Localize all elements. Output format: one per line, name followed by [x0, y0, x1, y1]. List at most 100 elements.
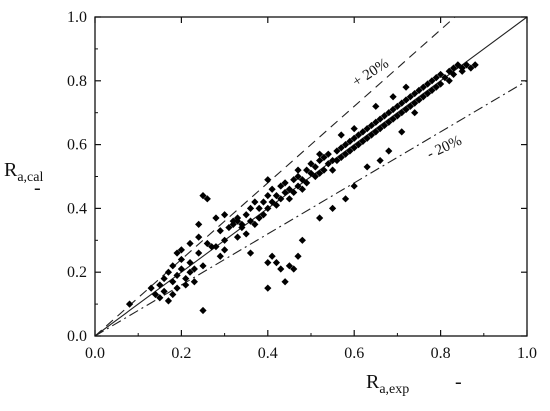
data-point: [419, 93, 427, 101]
data-point: [246, 217, 255, 225]
data-point: [385, 109, 393, 117]
data-point: [380, 112, 389, 120]
data-point: [268, 185, 276, 193]
data-point: [389, 105, 397, 114]
data-point: [445, 77, 453, 85]
data-point: [195, 249, 203, 257]
data-point: [199, 306, 207, 315]
data-point: [437, 80, 445, 88]
data-point: [454, 61, 462, 69]
data-point: [363, 134, 371, 142]
data-point: [359, 137, 367, 146]
data-point: [341, 141, 350, 149]
data-point: [406, 93, 414, 101]
data-point: [264, 259, 272, 267]
data-point: [350, 125, 358, 133]
data-point: [411, 109, 419, 117]
data-point: [471, 61, 479, 69]
data-point: [164, 297, 173, 305]
data-point: [199, 192, 207, 200]
data-point: [307, 169, 315, 177]
data-point: [169, 278, 177, 286]
data-point: [385, 147, 393, 155]
data-point: [259, 198, 268, 206]
data-point: [376, 156, 384, 165]
data-point: [195, 220, 203, 228]
data-point: [156, 294, 164, 302]
data-point: [354, 141, 363, 149]
data-point: [350, 134, 358, 142]
data-point: [294, 172, 302, 181]
data-point: [186, 268, 194, 276]
y-tick-label: 0.4: [67, 200, 87, 217]
data-point: [268, 198, 276, 206]
data-point: [329, 204, 337, 212]
data-point: [177, 255, 185, 264]
data-point: [380, 121, 389, 130]
y-tick-label: 0.6: [67, 137, 87, 154]
data-point: [393, 102, 401, 110]
data-point: [350, 182, 358, 190]
data-point: [389, 93, 397, 101]
data-point: [316, 169, 324, 177]
x-axis-label: Ra,exp: [366, 371, 409, 397]
data-point: [225, 223, 233, 232]
data-point: [341, 195, 350, 203]
x-tick-label: 0.2: [171, 345, 191, 362]
data-point: [221, 211, 229, 219]
data-point: [281, 278, 289, 286]
data-point: [363, 163, 371, 171]
y-axis-label: Ra,cal: [4, 159, 43, 185]
data-point: [449, 70, 458, 79]
data-point: [195, 233, 203, 241]
data-point: [177, 265, 185, 273]
data-point: [354, 131, 363, 139]
data-point: [432, 83, 440, 91]
data-point: [385, 118, 393, 126]
data-point: [190, 265, 198, 273]
data-point: [160, 287, 168, 295]
data-point: [272, 201, 281, 209]
data-point: [151, 290, 160, 299]
data-point: [372, 118, 380, 126]
data-point: [320, 166, 328, 174]
data-point: [259, 211, 268, 219]
y-tick-label: 0.0: [67, 328, 87, 345]
data-point: [147, 284, 155, 292]
data-point: [406, 102, 414, 110]
data-point: [320, 153, 328, 161]
data-point: [281, 188, 289, 197]
data-point: [294, 166, 302, 174]
data-point: [290, 265, 298, 273]
data-point: [272, 259, 281, 267]
data-point: [251, 198, 259, 206]
x-axis-label-main: R: [366, 371, 380, 393]
data-point: [285, 185, 293, 193]
data-point: [182, 281, 190, 289]
data-point: [255, 214, 263, 222]
data-point: [264, 204, 272, 212]
data-point: [277, 195, 285, 203]
data-point: [125, 300, 134, 308]
data-point: [445, 67, 453, 75]
data-point: [212, 243, 220, 251]
data-point: [246, 249, 255, 257]
data-point: [372, 102, 380, 110]
data-point: [285, 262, 293, 270]
data-point: [411, 99, 419, 107]
data-point: [311, 163, 319, 171]
data-point: [285, 195, 293, 203]
data-point: [255, 204, 263, 212]
data-point: [272, 192, 281, 200]
data-point: [294, 182, 302, 190]
x-axis-unit: -: [455, 371, 462, 393]
data-point: [428, 86, 436, 94]
data-point: [277, 182, 285, 190]
data-point: [298, 176, 306, 184]
data-point: [208, 243, 216, 251]
data-point: [233, 233, 242, 241]
y-axis-label-main: R: [4, 159, 18, 181]
data-point: [411, 89, 419, 98]
data-point: [329, 166, 337, 174]
data-point: [182, 274, 190, 283]
